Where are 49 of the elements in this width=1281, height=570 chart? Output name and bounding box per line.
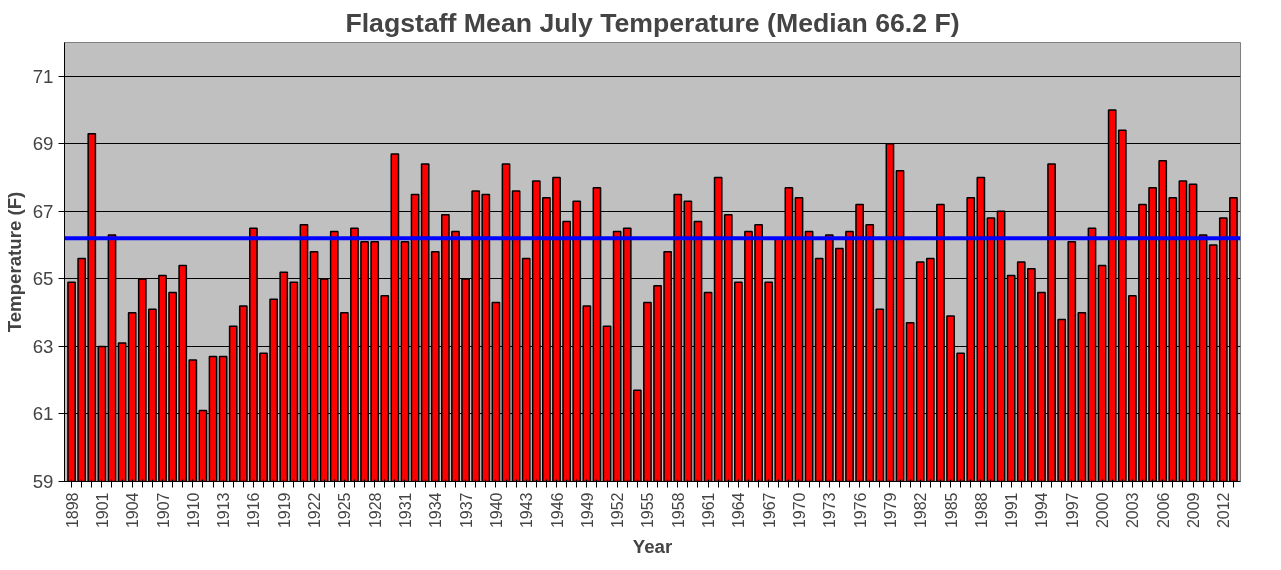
x-tick-label: 1979: [881, 492, 899, 529]
x-tick-label: 1952: [609, 492, 627, 529]
x-tick-label: 1988: [972, 492, 990, 529]
x-tick-label: 1967: [760, 492, 778, 529]
y-axis-title: Temperature (F): [3, 191, 25, 333]
x-tick-label: 1985: [942, 492, 960, 529]
x-tick-label: 1973: [821, 492, 839, 529]
x-tick-label: 1976: [851, 492, 869, 529]
x-tick-label: 1946: [548, 492, 566, 529]
x-tick-label: 1907: [154, 492, 172, 529]
x-tick-label: 1982: [912, 492, 930, 529]
x-tick-label: 2012: [1215, 492, 1233, 529]
x-tick-label: 1943: [518, 492, 536, 529]
x-tick-label: 1940: [487, 492, 505, 529]
x-tick-label: 1955: [639, 492, 657, 529]
y-tick-label: 59: [32, 471, 54, 492]
x-tick-label: 1997: [1063, 492, 1081, 529]
x-tick-label: 1910: [184, 492, 202, 529]
x-tick-label: 2003: [1124, 492, 1142, 529]
x-tick-label: 1949: [578, 492, 596, 529]
x-tick-label: 2009: [1185, 492, 1203, 529]
x-tick-label: 2000: [1094, 492, 1112, 529]
y-tick-label: 71: [32, 65, 54, 87]
x-tick-label: 1934: [427, 492, 445, 529]
x-tick-label: 1916: [245, 492, 263, 529]
x-tick-label: 1991: [1003, 492, 1021, 529]
x-tick-label: 1937: [457, 492, 475, 529]
x-tick-label: 1970: [790, 492, 808, 529]
x-tick-label: 1919: [275, 492, 293, 529]
y-tick-label: 61: [32, 403, 54, 425]
y-tick-label: 67: [32, 200, 54, 222]
y-tick-label: 65: [32, 268, 54, 290]
x-tick-label: 1964: [730, 492, 748, 529]
x-tick-label: 1898: [63, 492, 81, 529]
x-axis-title: Year: [632, 536, 673, 558]
y-tick-label: 63: [32, 335, 54, 357]
x-tick-label: 1925: [336, 492, 354, 529]
x-tick-label: 2006: [1154, 492, 1172, 529]
x-tick-label: 1958: [669, 492, 687, 529]
x-tick-label: 1931: [396, 492, 414, 529]
y-tick-label: 69: [32, 133, 54, 155]
x-tick-label: 1904: [124, 492, 142, 529]
x-tick-label: 1922: [306, 492, 324, 529]
x-tick-label: 1913: [215, 492, 233, 529]
x-tick-label: 1961: [700, 492, 718, 529]
x-tick-label: 1901: [93, 492, 111, 529]
x-tick-label: 1994: [1033, 492, 1051, 529]
chart-title: Flagstaff Mean July Temperature (Median 66.2 F): [345, 7, 960, 38]
x-tick-label: 1928: [366, 492, 384, 529]
